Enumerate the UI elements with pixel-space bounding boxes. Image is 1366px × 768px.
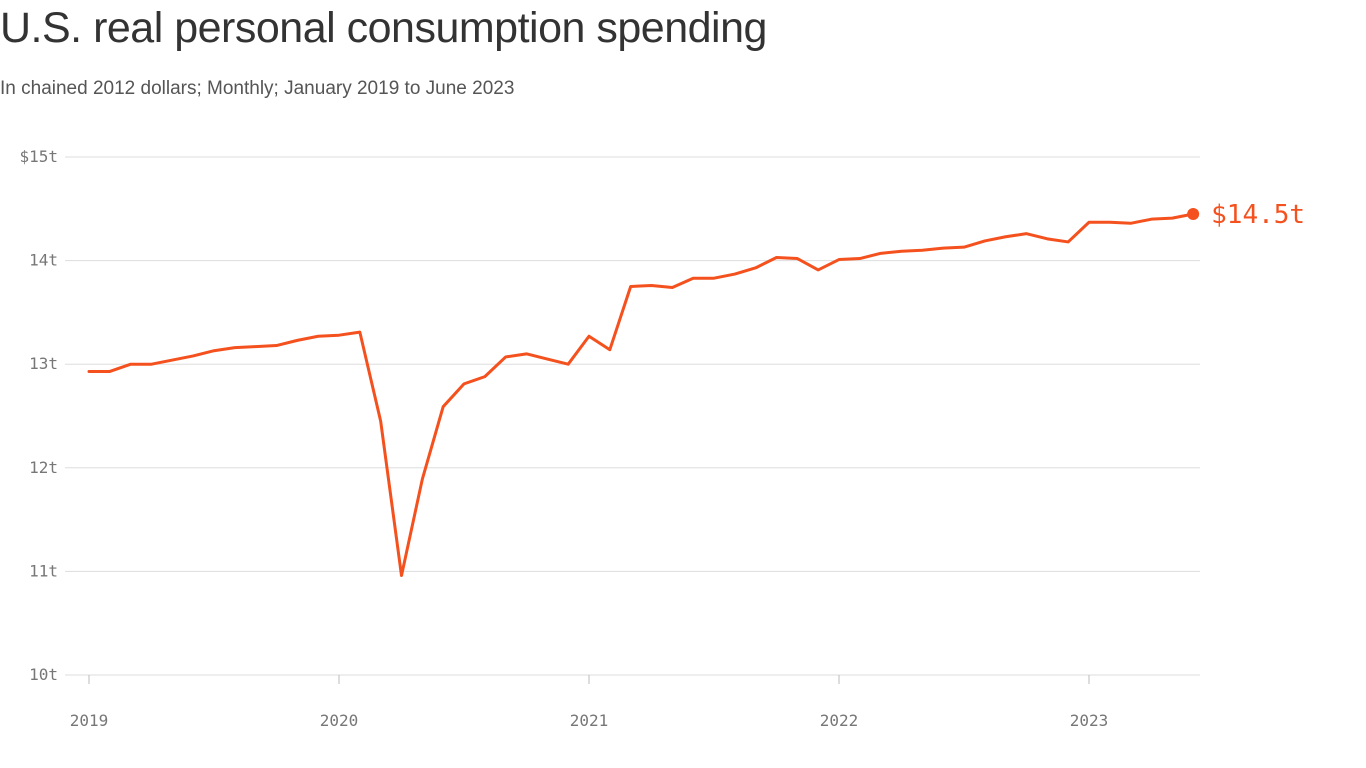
gridlines [65,156,1200,676]
y-tick-label: 13t [29,354,58,373]
series: $14.5t [87,200,1305,578]
chart-title: U.S. real personal consumption spending [0,4,767,52]
x-tick-label: 2020 [320,711,359,730]
y-axis-ticks: 10t 11t 12t 13t 14t $15t [19,147,58,684]
y-tick-label: 12t [29,458,58,477]
y-tick-label: $15t [19,147,58,166]
x-tick-label: 2022 [820,711,859,730]
x-tick-label: 2023 [1070,711,1109,730]
x-axis-ticks: 2019 2020 2021 2022 2023 [70,675,1109,730]
x-tick-label: 2021 [570,711,609,730]
y-tick-label: 10t [29,665,58,684]
series-line [87,212,1195,578]
end-point-marker [1187,207,1200,220]
x-tick-label: 2019 [70,711,109,730]
y-tick-label: 14t [29,251,58,270]
chart-subtitle: In chained 2012 dollars; Monthly; Januar… [0,78,515,99]
end-value-label: $14.5t [1211,200,1305,230]
y-tick-label: 11t [29,561,58,580]
